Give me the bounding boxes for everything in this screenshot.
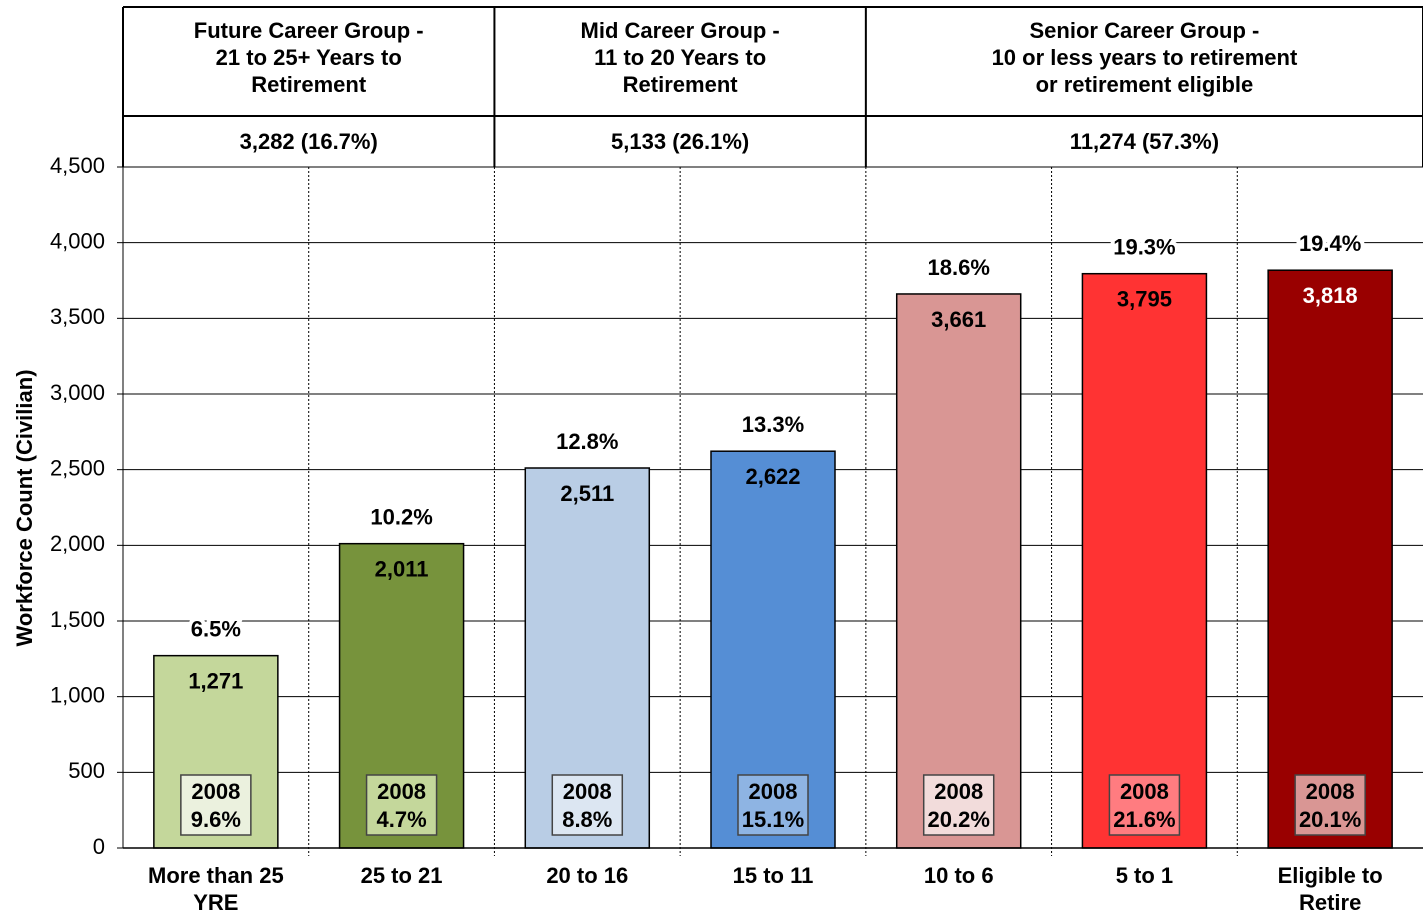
baseline-box	[1108, 774, 1181, 836]
y-tick-label: 4,000	[50, 228, 105, 253]
y-tick-label: 3,500	[50, 304, 105, 329]
baseline-label: 4.7%	[376, 807, 426, 832]
share-label: 12.8%	[556, 429, 618, 454]
x-tick-label: 15 to 11	[733, 863, 814, 888]
x-tick-label: More than 25	[148, 863, 284, 888]
x-tick-label: Eligible to	[1278, 863, 1383, 888]
share-label: 19.3%	[1113, 235, 1175, 260]
y-tick-label: 4,500	[50, 153, 105, 178]
group-title: Mid Career Group -	[581, 18, 780, 43]
baseline-year: 2008	[934, 779, 983, 804]
group-title: 10 or less years to retirement	[992, 45, 1298, 70]
baseline-year: 2008	[191, 779, 240, 804]
group-title: Senior Career Group -	[1030, 18, 1260, 43]
baseline-year: 2008	[1306, 779, 1355, 804]
bar	[1267, 269, 1393, 849]
baseline-box	[1294, 774, 1366, 836]
group-title: 21 to 25+ Years to	[216, 45, 402, 70]
share-label: 19.4%	[1299, 231, 1361, 256]
baseline-label: 20.2%	[928, 807, 990, 832]
x-tick-label: 5 to 1	[1116, 863, 1173, 888]
baseline-label: 15.1%	[742, 807, 804, 832]
baseline-box	[922, 774, 995, 836]
y-tick-label: 3,000	[50, 380, 105, 405]
baseline-box	[551, 774, 624, 836]
y-tick-label: 0	[93, 834, 105, 859]
baseline-year: 2008	[749, 779, 798, 804]
x-tick-label: 25 to 21	[361, 863, 443, 888]
baseline-label: 20.1%	[1299, 807, 1361, 832]
baseline-label: 9.6%	[191, 807, 241, 832]
value-label: 3,661	[931, 307, 986, 332]
y-tick-label: 2,000	[50, 531, 105, 556]
baseline-label: 8.8%	[562, 807, 612, 832]
y-tick-label: 2,500	[50, 455, 105, 480]
value-label: 2,622	[745, 464, 800, 489]
y-tick-label: 1,000	[50, 682, 105, 707]
share-label: 10.2%	[370, 504, 432, 529]
x-tick-label: Retire	[1299, 890, 1361, 915]
group-total: 5,133 (26.1%)	[611, 129, 749, 154]
baseline-year: 2008	[377, 779, 426, 804]
bar	[1081, 272, 1208, 849]
baseline-label: 21.6%	[1113, 807, 1175, 832]
value-label: 1,271	[188, 668, 243, 693]
group-title: Retirement	[623, 72, 739, 97]
group-title: 11 to 20 Years to	[594, 45, 766, 70]
share-label: 18.6%	[928, 255, 990, 280]
baseline-box	[365, 774, 438, 836]
group-title: Retirement	[251, 72, 367, 97]
share-label: 13.3%	[742, 412, 804, 437]
x-tick-label: 20 to 16	[546, 863, 628, 888]
value-label: 2,011	[375, 556, 429, 581]
x-tick-label: 10 to 6	[924, 863, 994, 888]
x-tick-label: YRE	[193, 890, 238, 915]
baseline-year: 2008	[1120, 779, 1169, 804]
y-tick-label: 1,500	[50, 607, 105, 632]
group-title: Future Career Group -	[194, 18, 424, 43]
group-total: 3,282 (16.7%)	[240, 129, 378, 154]
baseline-box	[737, 774, 809, 836]
share-label: 6.5%	[191, 616, 241, 641]
value-label: 3,818	[1303, 283, 1358, 308]
value-label: 2,511	[560, 481, 614, 506]
baseline-box	[180, 774, 252, 836]
value-label: 3,795	[1117, 287, 1172, 312]
bar	[895, 293, 1022, 849]
group-title: or retirement eligible	[1036, 72, 1254, 97]
y-axis-label: Workforce Count (Civilian)	[12, 369, 37, 646]
group-total: 11,274 (57.3%)	[1070, 129, 1219, 154]
y-tick-label: 500	[68, 758, 105, 783]
baseline-year: 2008	[563, 779, 612, 804]
